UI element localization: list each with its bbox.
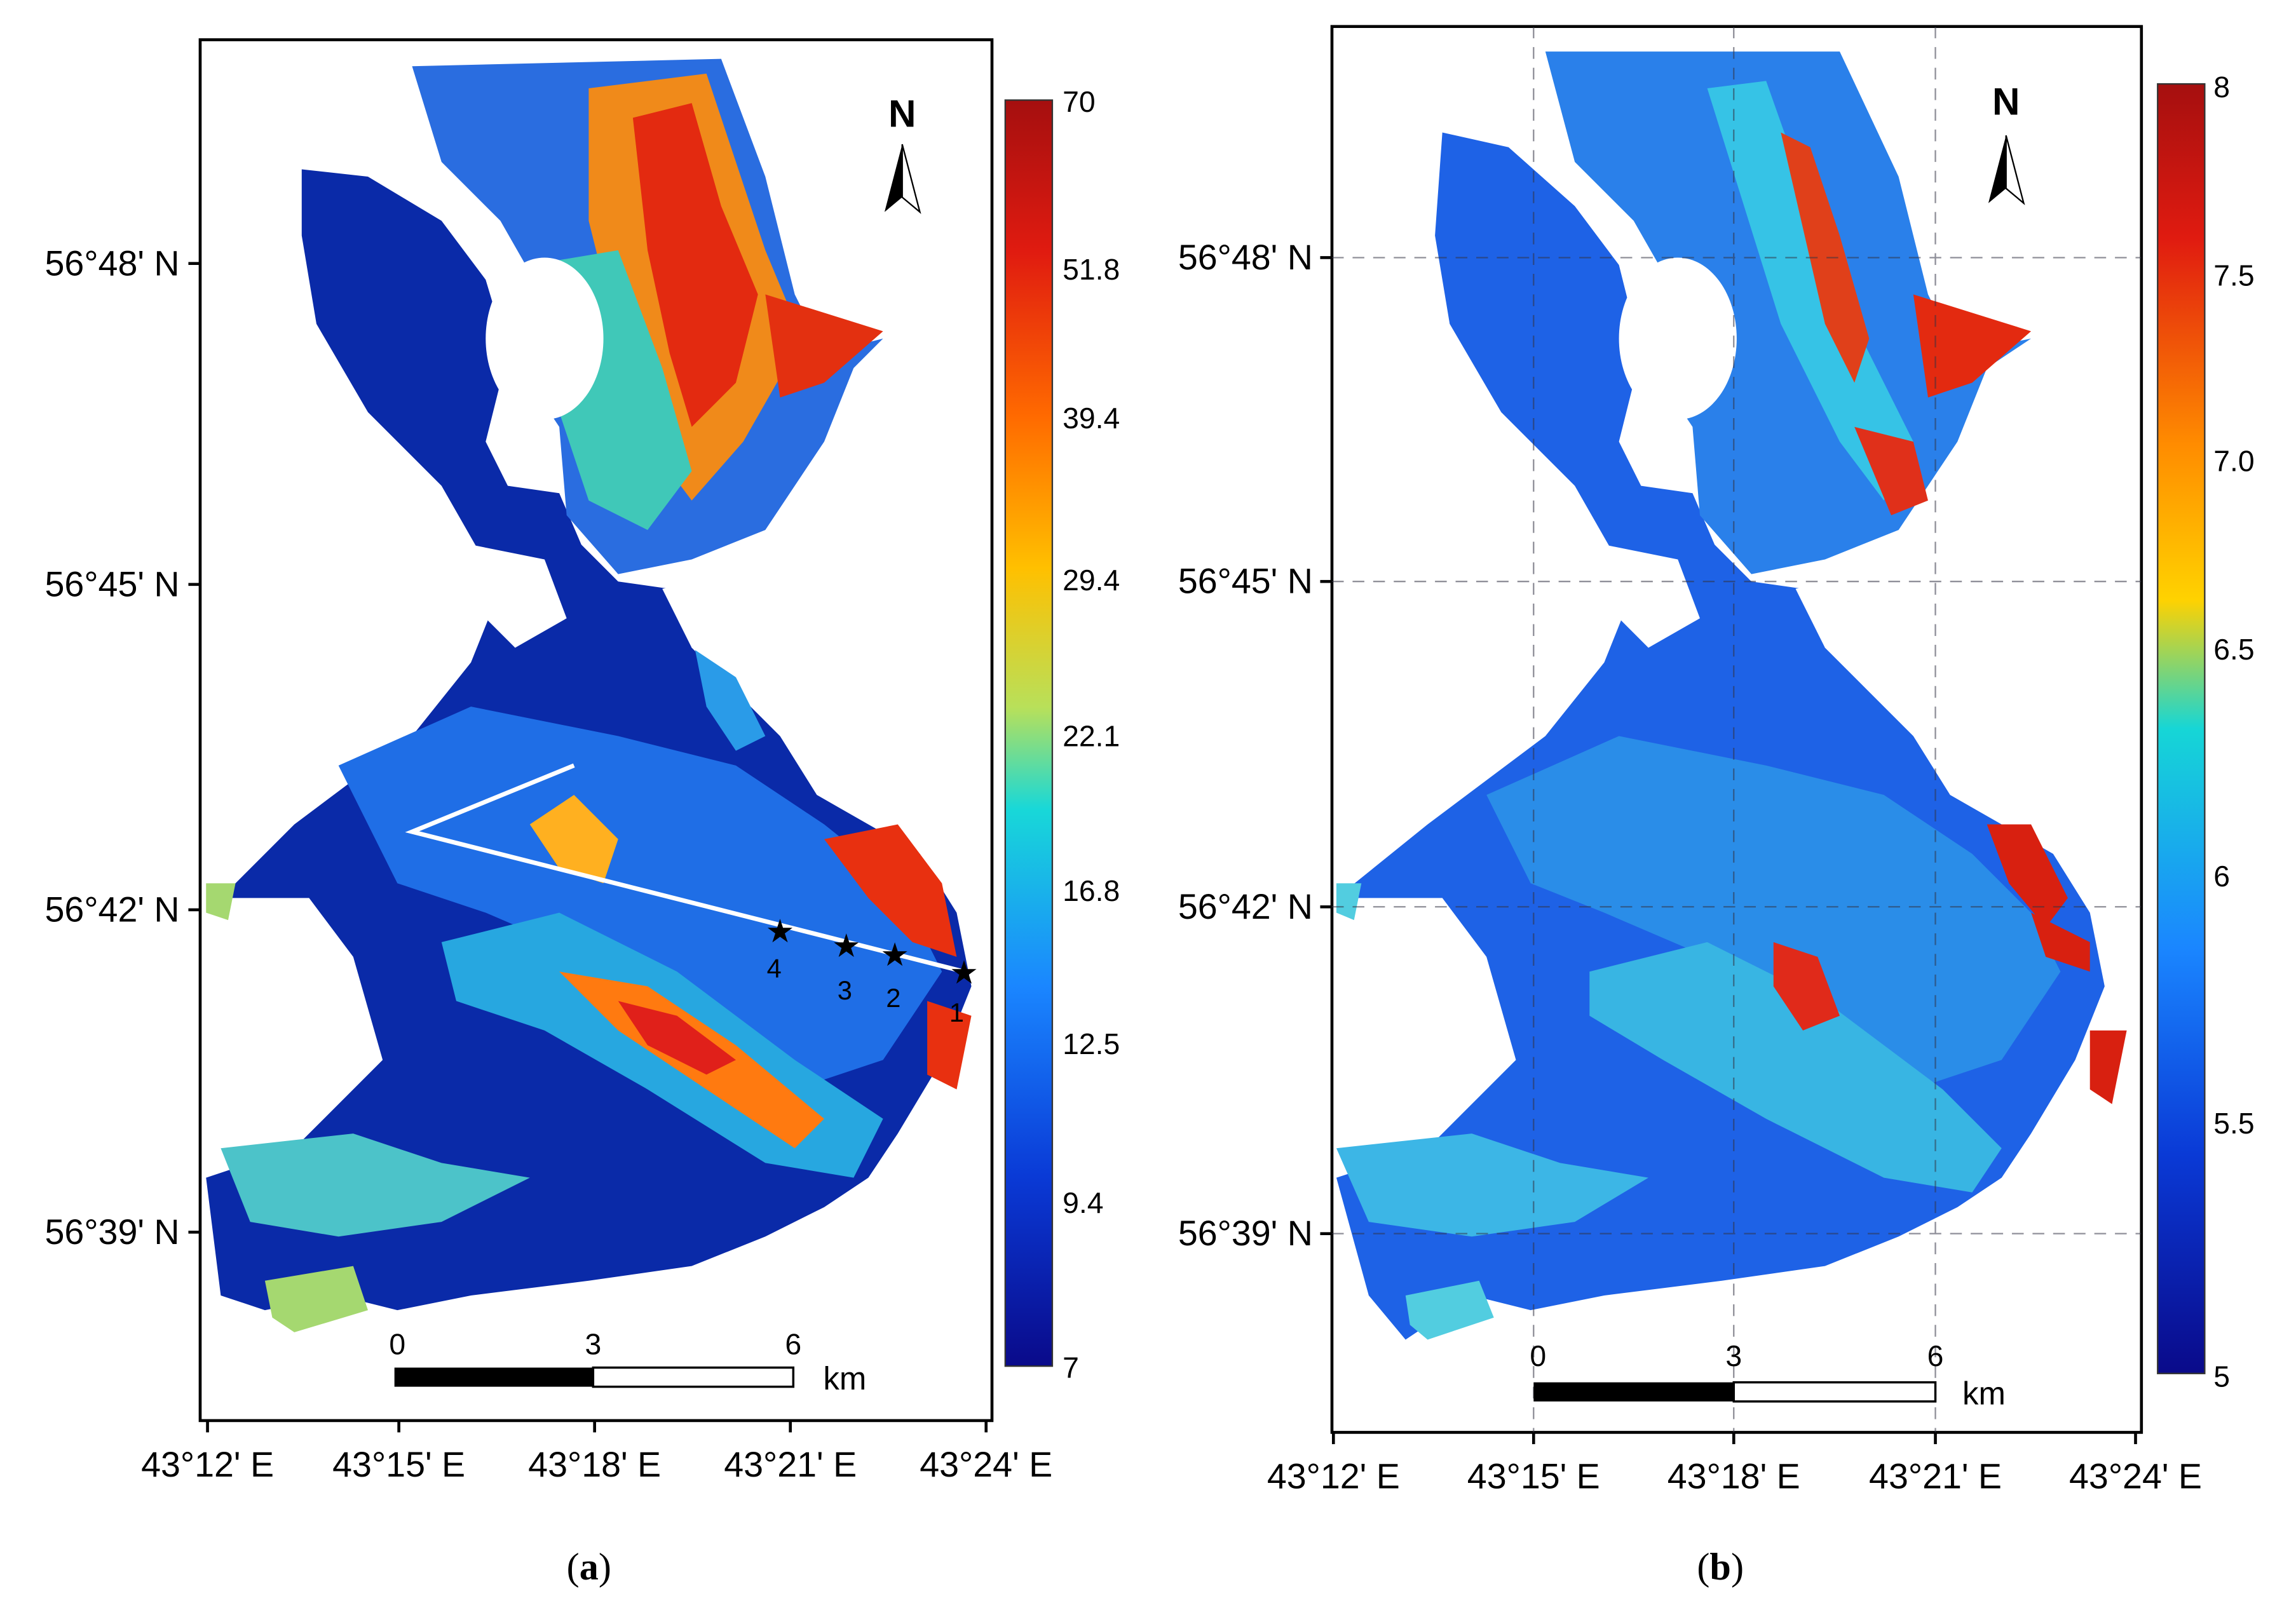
svg-text:51.8: 51.8 [1063,253,1120,286]
transect-line [405,763,965,974]
north-label: N [1992,80,2020,123]
svg-text:6.5: 6.5 [2213,633,2254,666]
svg-text:6: 6 [785,1328,801,1361]
svg-text:43°24' E: 43°24' E [920,1445,1052,1484]
svg-text:43°12' E: 43°12' E [141,1445,274,1484]
north-label: N [888,91,916,135]
svg-text:7: 7 [1063,1351,1079,1384]
lat-labels-b: 56°48' N 56°45' N 56°42' N 56°39' N [1178,238,1313,1253]
svg-text:43°18' E: 43°18' E [1668,1456,1800,1496]
svg-text:22.1: 22.1 [1063,720,1120,753]
colorbar-a [1004,99,1054,1367]
svg-text:56°45' N: 56°45' N [1178,562,1313,601]
svg-text:43°12' E: 43°12' E [1267,1456,1400,1496]
svg-text:6: 6 [2213,860,2230,893]
svg-text:12.5: 12.5 [1063,1027,1120,1060]
station-label-3: 3 [838,975,852,1005]
svg-text:8: 8 [2213,71,2230,104]
svg-text:★: ★ [949,954,979,991]
svg-text:6: 6 [1927,1339,1944,1372]
colorbar-b-ticks: 8 7.5 7.0 6.5 6 5.5 5 [2213,71,2254,1393]
lon-labels-b: 43°12' E 43°15' E 43°18' E 43°21' E 43°2… [1267,1456,2202,1496]
svg-text:56°48' N: 56°48' N [1178,238,1313,277]
svg-text:43°15' E: 43°15' E [1467,1456,1600,1496]
svg-text:7.5: 7.5 [2213,259,2254,292]
svg-text:56°48' N: 56°48' N [45,243,180,283]
svg-text:70: 70 [1063,85,1096,118]
svg-text:16.8: 16.8 [1063,874,1120,907]
svg-text:7.0: 7.0 [2213,444,2254,477]
svg-text:5: 5 [2213,1360,2230,1393]
svg-text:3: 3 [1725,1339,1742,1372]
svg-text:56°39' N: 56°39' N [45,1212,180,1252]
svg-text:56°42' N: 56°42' N [1178,887,1313,926]
svg-text:39.4: 39.4 [1063,402,1120,435]
svg-text:56°39' N: 56°39' N [1178,1214,1313,1253]
svg-text:43°24' E: 43°24' E [2069,1456,2202,1496]
svg-text:43°21' E: 43°21' E [724,1445,857,1484]
svg-text:0: 0 [389,1328,405,1361]
station-label-4: 4 [767,953,782,983]
caption-a: (a) [566,1545,611,1589]
scale-bar: 0 3 6 km [389,1328,866,1397]
svg-text:★: ★ [880,937,909,973]
station-markers: ★ ★ ★ ★ 4 3 2 1 [766,913,979,1027]
lon-labels-a: 43°12' E 43°15' E 43°18' E 43°21' E 43°2… [141,1445,1052,1484]
svg-text:0: 0 [1530,1339,1546,1372]
scale-bar: 0 3 6 km [1530,1339,2006,1411]
map-raster [1331,26,2142,1433]
lat-labels-a: 56°48' N 56°45' N 56°42' N 56°39' N [45,243,180,1252]
svg-text:km: km [1962,1375,2006,1411]
svg-text:56°42' N: 56°42' N [45,889,180,929]
svg-text:9.4: 9.4 [1063,1186,1103,1219]
station-label-2: 2 [886,983,900,1013]
station-label-1: 1 [949,998,964,1027]
panel-b: N 0 3 6 km 8 7.5 7.0 6.5 6 5.5 5 56°48' … [1178,25,2255,1496]
caption-b: (b) [1697,1545,1744,1589]
svg-text:3: 3 [585,1328,601,1361]
svg-text:29.4: 29.4 [1063,564,1120,597]
svg-text:km: km [823,1360,866,1397]
svg-text:43°15' E: 43°15' E [332,1445,465,1484]
map-raster [206,58,972,1332]
svg-text:★: ★ [766,913,795,949]
colorbar-b [2157,83,2206,1374]
svg-text:5.5: 5.5 [2213,1107,2254,1140]
svg-text:43°21' E: 43°21' E [1869,1456,2002,1496]
panel-a: ★ ★ ★ ★ 4 3 2 1 N 0 3 6 km 70 51.8 39.4 [45,38,1120,1484]
colorbar-a-ticks: 70 51.8 39.4 29.4 22.1 16.8 12.5 9.4 7 [1063,85,1120,1384]
svg-text:★: ★ [832,928,861,964]
svg-text:43°18' E: 43°18' E [528,1445,661,1484]
svg-text:56°45' N: 56°45' N [45,564,180,604]
